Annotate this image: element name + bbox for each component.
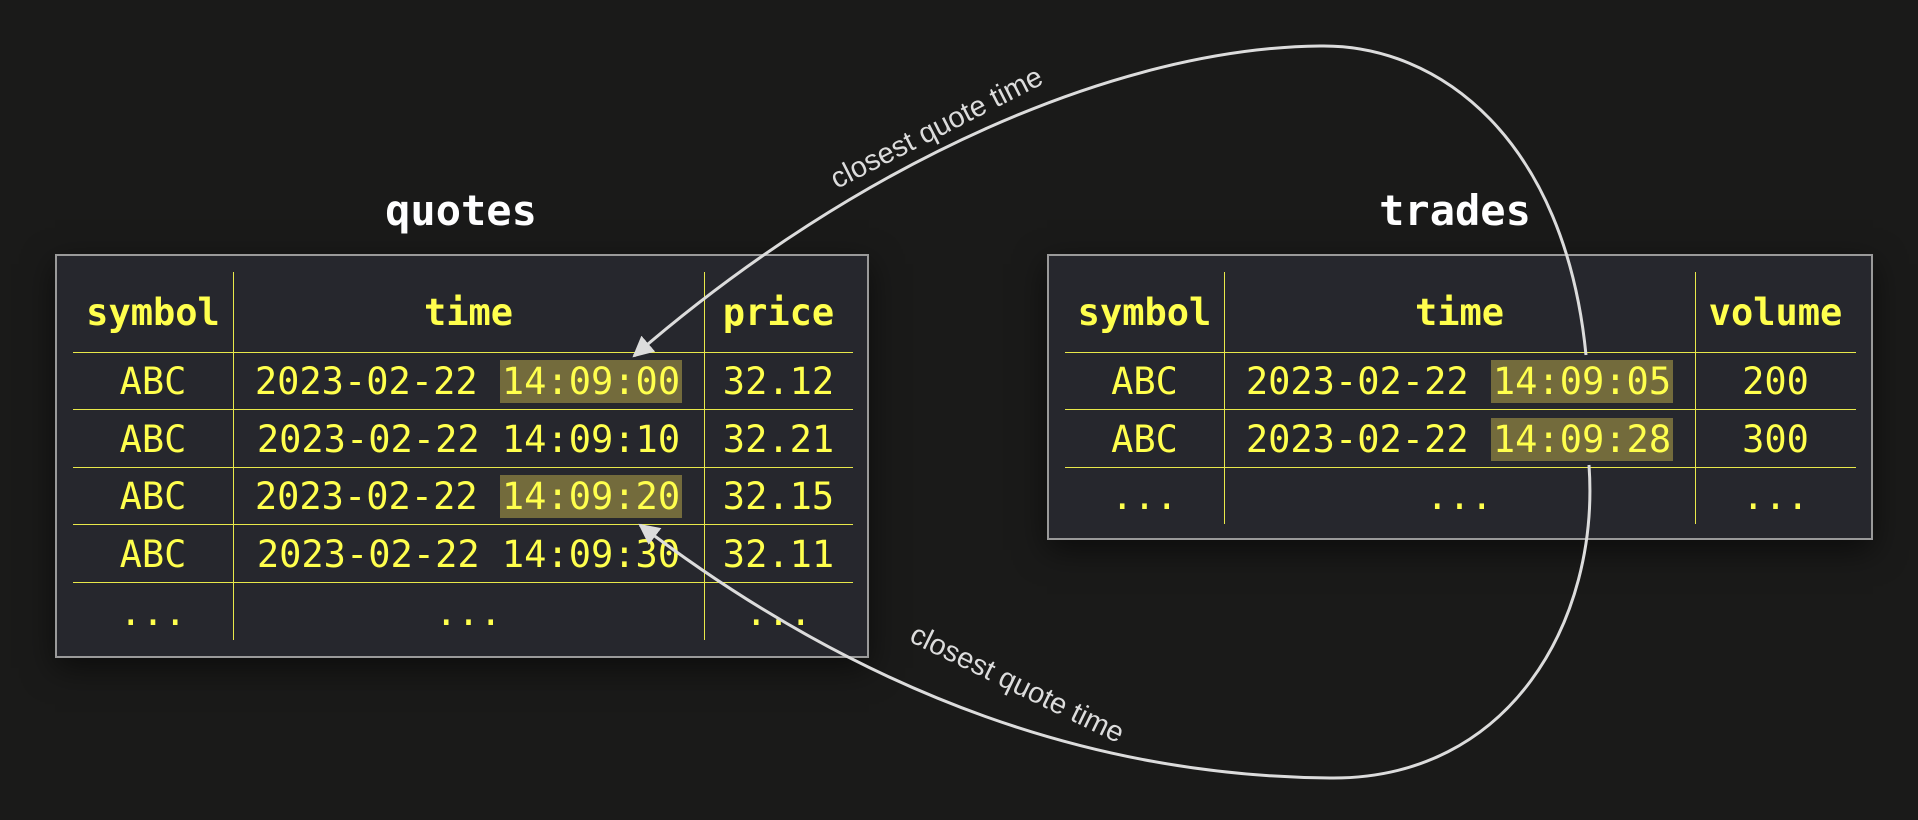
ellipsis-row: ......... — [1065, 467, 1856, 525]
table-row: ABC 2023-02-22 14:09:05 200 — [1065, 352, 1856, 410]
ellipsis-cell: ... — [119, 590, 187, 634]
arrow-closest-quote-2 — [638, 464, 1592, 780]
ellipsis-cell: ... — [1742, 475, 1809, 518]
date-text: 2023-02-22 — [254, 475, 478, 518]
time-text: 14:09:10 — [501, 417, 681, 461]
cell-time: 2023-02-22 14:09:10 — [233, 410, 704, 468]
table-row: ABC 2023-02-22 14:09:30 32.11 — [73, 524, 853, 583]
header-price: price — [722, 290, 835, 334]
date-text: 2023-02-22 — [1245, 360, 1469, 403]
cell-volume: 300 — [1742, 417, 1809, 461]
header-symbol: symbol — [86, 290, 220, 334]
cell-time: 2023-02-22 14:09:05 — [1224, 353, 1695, 410]
cell-price: 32.21 — [722, 417, 835, 461]
quotes-header-row: symbol time price — [73, 272, 853, 352]
date-text: 2023-02-22 — [254, 360, 478, 403]
highlighted-time: 14:09:05 — [1490, 360, 1674, 403]
date-text: 2023-02-22 — [256, 532, 480, 576]
ellipsis-cell: ... — [1111, 475, 1178, 518]
highlighted-time: 14:09:28 — [1490, 417, 1674, 461]
trades-header-row: symbol time volume — [1065, 272, 1856, 352]
cell-price: 32.11 — [722, 532, 835, 576]
date-text: 2023-02-22 — [1245, 417, 1469, 461]
cell-symbol: ABC — [119, 417, 187, 461]
quotes-title: quotes — [385, 186, 537, 235]
arrow-closest-quote-1 — [632, 44, 1588, 358]
header-time: time — [1414, 290, 1505, 334]
trades-table: symbol time volume ABC 2023-02-22 14:09:0… — [1047, 254, 1873, 540]
cell-symbol: ABC — [1111, 417, 1178, 461]
table-row: ABC 2023-02-22 14:09:10 32.21 — [73, 409, 853, 468]
header-symbol: symbol — [1077, 290, 1212, 334]
cell-time: 2023-02-22 14:09:00 — [233, 353, 704, 410]
cell-price: 32.15 — [722, 475, 835, 518]
cell-time: 2023-02-22 14:09:28 — [1224, 410, 1695, 468]
trades-title: trades — [1379, 186, 1531, 235]
header-time: time — [423, 290, 514, 334]
table-row: ABC 2023-02-22 14:09:28 300 — [1065, 409, 1856, 468]
table-row: ABC 2023-02-22 14:09:00 32.12 — [73, 352, 853, 410]
cell-price: 32.12 — [722, 360, 835, 403]
date-text: 2023-02-22 — [256, 417, 480, 461]
cell-symbol: ABC — [119, 475, 187, 518]
cell-symbol: ABC — [1111, 360, 1178, 403]
cell-volume: 200 — [1742, 360, 1809, 403]
cell-symbol: ABC — [119, 360, 187, 403]
ellipsis-cell: ... — [435, 590, 502, 634]
ellipsis-cell: ... — [1426, 475, 1493, 518]
cell-symbol: ABC — [119, 532, 187, 576]
highlighted-time: 14:09:20 — [499, 475, 683, 518]
ellipsis-row: ......... — [73, 582, 853, 641]
highlighted-time: 14:09:00 — [499, 360, 683, 403]
ellipsis-cell: ... — [745, 590, 812, 634]
header-volume: volume — [1708, 290, 1843, 334]
cell-time: 2023-02-22 14:09:20 — [233, 468, 704, 525]
table-row: ABC 2023-02-22 14:09:20 32.15 — [73, 467, 853, 525]
